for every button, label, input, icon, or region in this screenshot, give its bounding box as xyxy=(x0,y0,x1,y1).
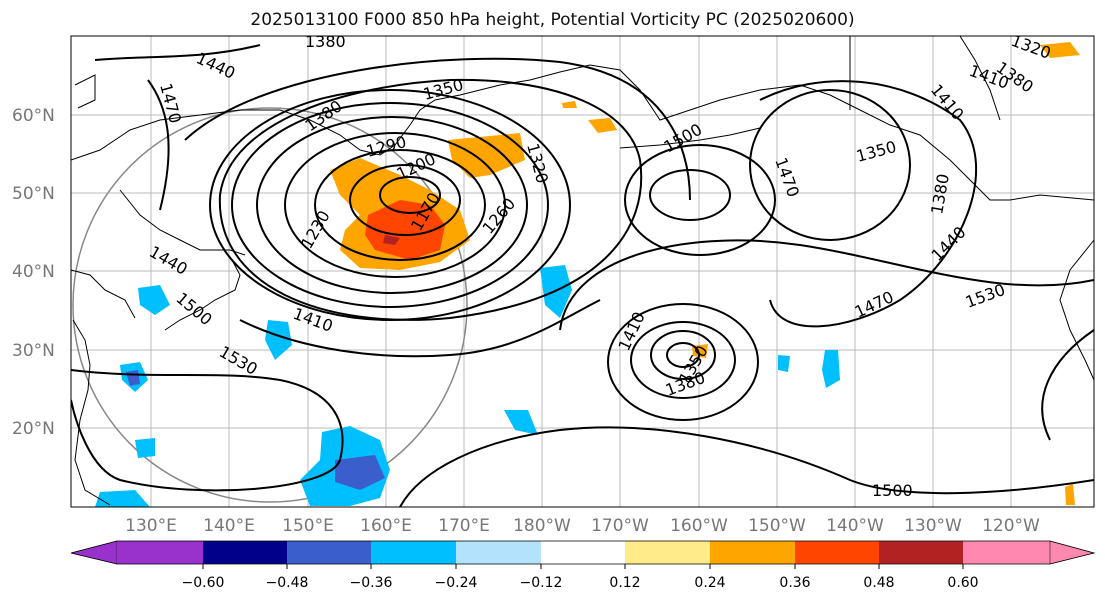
lat-label: 50°N xyxy=(12,184,55,204)
colorbar-tick-label: −0.60 xyxy=(182,575,225,591)
lon-label: 140°W xyxy=(826,516,884,536)
colorbar-tick-label: 0.12 xyxy=(609,575,640,591)
colorbar-tick-label: 0.60 xyxy=(947,575,978,591)
lon-label: 150°E xyxy=(282,516,334,536)
colorbar-segment xyxy=(117,541,203,564)
colorbar-segment xyxy=(203,541,287,564)
colorbar-tick-label: −0.12 xyxy=(520,575,563,591)
contour-label: 1380 xyxy=(305,32,346,51)
map-title: 2025013100 F000 850 hPa height, Potentia… xyxy=(250,10,855,30)
colorbar-tick-label: 0.36 xyxy=(779,575,810,591)
lat-label: 60°N xyxy=(12,106,55,126)
colorbar-tick-label: −0.24 xyxy=(435,575,478,591)
lon-label: 170°W xyxy=(591,516,649,536)
colorbar-segment xyxy=(879,541,963,564)
colorbar-tick-label: −0.36 xyxy=(350,575,393,591)
lon-label: 180°W xyxy=(513,516,571,536)
lon-label: 160°E xyxy=(360,516,412,536)
lat-label: 30°N xyxy=(12,341,55,361)
lon-label: 170°E xyxy=(438,516,490,536)
colorbar: −0.60 −0.48 −0.36 −0.24 −0.12 0.12 0.24 … xyxy=(70,540,1096,591)
colorbar-segment xyxy=(287,541,371,564)
colorbar-segment xyxy=(795,541,879,564)
pv-positive-shading xyxy=(330,42,1080,505)
lon-label: 120°W xyxy=(982,516,1040,536)
lon-label: 160°W xyxy=(670,516,728,536)
colorbar-extend-high xyxy=(1049,540,1095,565)
latitude-labels: 60°N 50°N 40°N 30°N 20°N xyxy=(12,106,55,439)
colorbar-segment xyxy=(963,541,1050,564)
colorbar-segment xyxy=(371,541,456,564)
colorbar-tick-label: 0.24 xyxy=(694,575,725,591)
lat-label: 40°N xyxy=(12,262,55,282)
coastlines xyxy=(71,36,1094,506)
colorbar-tick-label: −0.48 xyxy=(266,575,309,591)
contour-label: 1500 xyxy=(872,481,913,500)
map-frame xyxy=(70,35,1095,508)
colorbar-segment xyxy=(625,541,710,564)
lon-label: 130°W xyxy=(904,516,962,536)
colorbar-extend-low xyxy=(70,540,118,565)
colorbar-ticks xyxy=(202,564,964,569)
lon-label: 140°E xyxy=(203,516,255,536)
lon-label: 130°E xyxy=(125,516,177,536)
longitude-labels: 130°E 140°E 150°E 160°E 170°E 180°W 170°… xyxy=(125,516,1040,536)
colorbar-tick-label: 0.48 xyxy=(863,575,894,591)
lon-label: 150°W xyxy=(748,516,806,536)
lat-label: 20°N xyxy=(12,419,55,439)
height-contours xyxy=(71,44,1094,507)
region-circle xyxy=(72,107,468,503)
colorbar-segment xyxy=(541,541,625,564)
colorbar-segment xyxy=(456,541,541,564)
colorbar-segment xyxy=(710,541,795,564)
